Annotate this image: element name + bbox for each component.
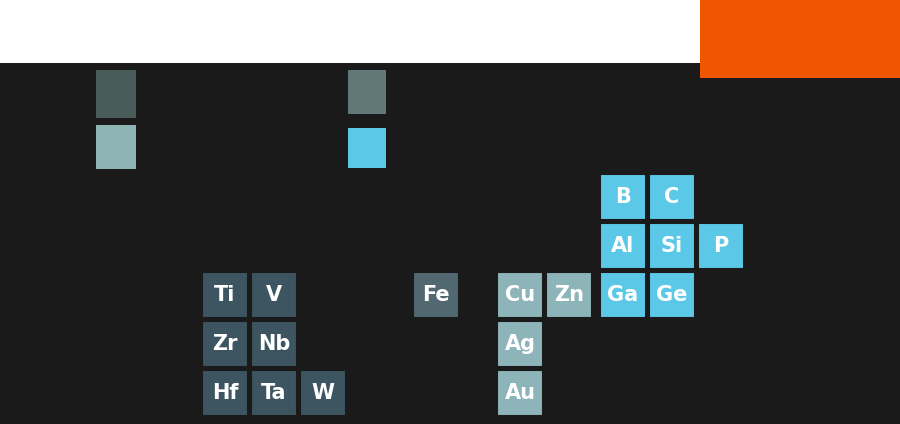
Text: Ga: Ga [608,285,639,305]
Text: Ti: Ti [214,285,236,305]
Bar [649,223,695,269]
Bar [251,321,297,367]
Bar [251,370,297,416]
Text: B: B [615,187,631,207]
Text: Au: Au [505,383,536,403]
Text: Ag: Ag [505,334,536,354]
Text: Si: Si [661,236,683,256]
Bar [497,370,543,416]
Bar [698,223,744,269]
Bar [546,272,592,318]
Bar [600,223,646,269]
Bar [600,174,646,220]
Bar [413,272,459,318]
Bar [700,0,900,78]
Bar [649,272,695,318]
Bar [202,272,248,318]
Bar [96,70,136,118]
Text: C: C [664,187,680,207]
Bar [497,321,543,367]
Text: Nb: Nb [257,334,290,354]
Bar [202,370,248,416]
Bar [202,321,248,367]
Text: Fe: Fe [422,285,450,305]
Bar [96,125,136,169]
Text: W: W [311,383,335,403]
Bar [300,370,346,416]
Bar [0,0,700,63]
Text: V: V [266,285,282,305]
Text: Zn: Zn [554,285,584,305]
Text: Ta: Ta [261,383,287,403]
Text: Al: Al [611,236,634,256]
Text: Hf: Hf [212,383,239,403]
Text: Ge: Ge [656,285,688,305]
Text: Cu: Cu [505,285,536,305]
Bar [348,128,386,168]
Bar [600,272,646,318]
Text: Zr: Zr [212,334,238,354]
Bar [348,70,386,114]
Text: P: P [714,236,729,256]
Bar [497,272,543,318]
Bar [649,174,695,220]
Bar [251,272,297,318]
